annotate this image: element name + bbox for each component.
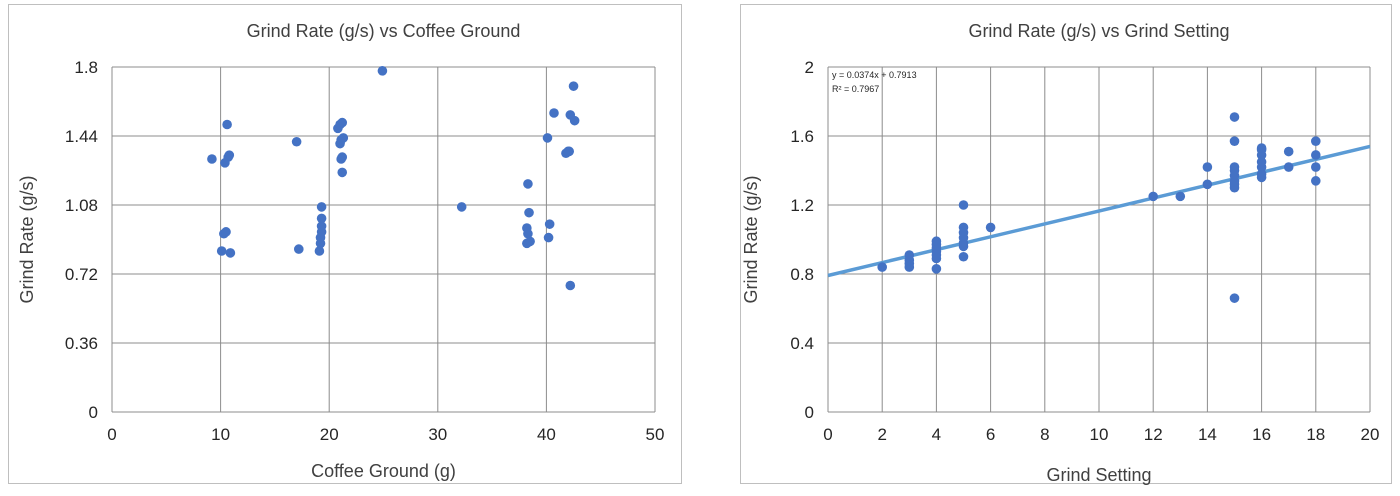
chart-panel-right: Grind Rate (g/s) vs Grind Setting 0 2 4 6 8 10… [740,4,1392,485]
data-point [958,251,969,262]
x-tick-label: 20 [320,425,339,444]
y-tick-label: 1.6 [790,127,814,146]
x-tick-label: 2 [877,425,886,444]
data-point [1148,191,1158,202]
y-tick-label: 1.44 [65,127,98,146]
data-point [316,221,327,231]
data-point [568,81,579,91]
data-point [337,167,348,178]
x-tick-label: 30 [428,425,447,444]
data-point [291,136,302,147]
data-point [1202,179,1213,190]
data-point [564,146,575,157]
x-tick-label: 16 [1252,425,1271,444]
data-point [985,222,996,233]
x-tick-label: 0 [823,425,832,444]
data-point [904,250,915,260]
data-point [1283,162,1294,172]
x-tick-label: 12 [1144,425,1163,444]
x-tick-label: 10 [1090,425,1109,444]
y-tick-label: 1.08 [65,196,98,215]
data-point [1256,157,1267,167]
data-point [931,236,942,247]
data-point [525,236,535,247]
data-point [316,202,327,212]
x-tick-label: 50 [646,425,665,444]
data-point [958,222,969,233]
x-tick-label: 10 [211,425,230,444]
y-tick-label: 0.4 [790,334,814,353]
data-point [1202,162,1213,172]
data-point [1311,162,1321,172]
data-point [1229,162,1240,172]
y-tick-label: 2 [805,58,814,77]
trendline [827,144,1371,278]
chart-svg-left: Grind Rate (g/s) vs Coffee Ground 0 10 20 30… [17,21,665,481]
data-point [1311,176,1321,186]
data-point [222,119,232,130]
data-point [337,152,348,162]
y-tick-label: 0.36 [65,334,98,353]
chart-svg-right: Grind Rate (g/s) vs Grind Setting 0 2 4 6 8 10… [741,21,1380,485]
data-point [523,179,533,189]
data-point [216,246,227,256]
data-point [1283,146,1294,157]
data-point [377,66,388,76]
data-point [1311,136,1321,146]
x-tick-label: 8 [1040,425,1049,444]
data-point [316,213,327,224]
y-tick-label: 0.8 [790,265,814,284]
data-point [565,280,576,291]
data-point [542,133,553,143]
data-point [524,207,534,218]
data-point [549,108,559,118]
y-tick-label: 0.72 [65,265,98,284]
data-point [338,133,349,143]
data-point [1256,143,1267,153]
chart-title: Grind Rate (g/s) vs Grind Setting [968,21,1229,41]
data-point [1229,136,1240,146]
data-point [1229,112,1240,122]
y-tick-label: 1.8 [74,58,98,77]
x-tick-label: 40 [537,425,556,444]
x-tick-label: 20 [1361,425,1380,444]
data-point [225,248,236,258]
x-tick-label: 18 [1306,425,1325,444]
data-point [543,232,554,243]
data-point [207,154,217,164]
y-axis-label: Grind Rate (g/s) [741,175,761,303]
x-tick-label: 6 [986,425,995,444]
x-tick-label: 4 [932,425,941,444]
data-point [1175,191,1186,202]
data-point [1229,293,1240,303]
data-point [1256,169,1267,179]
data-point [224,150,235,160]
data-point [1311,150,1321,160]
trendline-equation: y = 0.0374x + 0.7913 [832,70,917,80]
data-point [221,227,231,237]
data-point [523,228,533,239]
data-point [337,117,348,128]
x-tick-label: 0 [107,425,116,444]
chart-panel-left: Grind Rate (g/s) vs Coffee Ground 0 10 20 30… [8,4,682,484]
y-tick-label: 0 [89,403,98,422]
y-tick-label: 0 [805,403,814,422]
data-point [877,262,887,272]
data-point [293,244,304,254]
chart-title: Grind Rate (g/s) vs Coffee Ground [247,21,521,41]
data-point [569,115,580,126]
data-point [958,200,969,210]
data-point [544,219,555,229]
y-axis-label: Grind Rate (g/s) [17,175,37,303]
data-point [931,264,942,274]
x-axis-label: Grind Setting [1046,465,1151,485]
x-axis-label: Coffee Ground (g) [311,461,456,481]
data-point [314,246,325,256]
data-point [456,202,467,212]
trendline-r2: R² = 0.7967 [832,84,879,94]
y-tick-label: 1.2 [790,196,814,215]
x-tick-label: 14 [1198,425,1217,444]
